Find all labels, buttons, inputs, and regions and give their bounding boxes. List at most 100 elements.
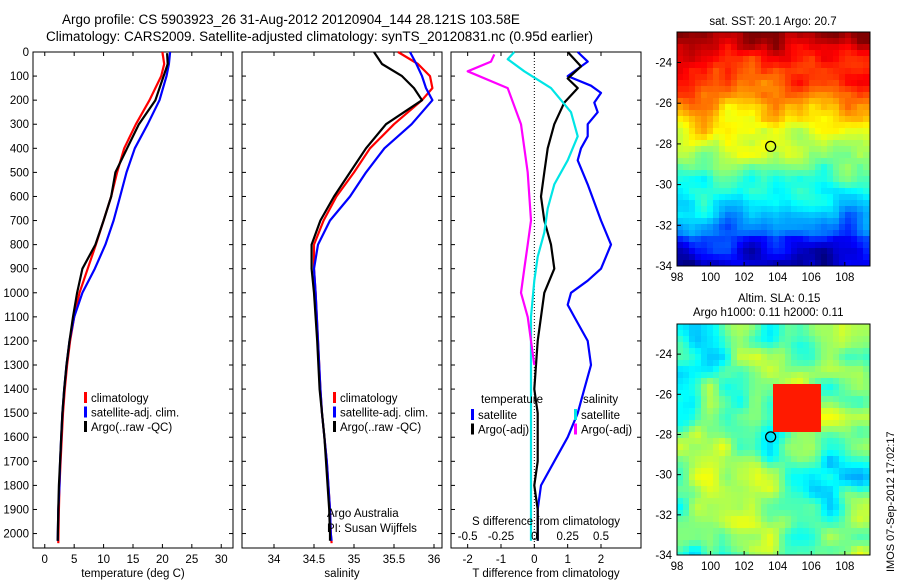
- heatmap-cell: [677, 330, 683, 336]
- heatmap-cell: [767, 480, 773, 486]
- heatmap-cell: [821, 426, 827, 432]
- heatmap-cell: [719, 456, 725, 462]
- heatmap-cell: [779, 80, 785, 86]
- heatmap-cell: [797, 116, 803, 122]
- heatmap-cell: [695, 62, 701, 68]
- heatmap-cell: [683, 80, 689, 86]
- heatmap-cell: [827, 360, 833, 366]
- heatmap-cell: [731, 254, 737, 260]
- heatmap-cell: [785, 188, 791, 194]
- heatmap-cell: [743, 510, 749, 516]
- heatmap-cell: [695, 408, 701, 414]
- heatmap-cell: [791, 86, 797, 92]
- heatmap-cell: [797, 324, 803, 330]
- heatmap-cell: [779, 420, 785, 426]
- heatmap-cell: [815, 86, 821, 92]
- heatmap-cell: [785, 456, 791, 462]
- legend-group-title: salinity: [583, 394, 618, 406]
- heatmap-cell: [857, 50, 863, 56]
- heatmap-cell: [749, 248, 755, 254]
- heatmap-cell: [713, 254, 719, 260]
- heatmap-cell: [851, 498, 857, 504]
- heatmap-cell: [731, 324, 737, 330]
- heatmap-cell: [809, 534, 815, 540]
- heatmap-cell: [791, 164, 797, 170]
- heatmap-cell: [785, 414, 791, 420]
- heatmap-cell: [839, 384, 845, 390]
- heatmap-cell: [791, 158, 797, 164]
- heatmap-cell: [755, 116, 761, 122]
- heatmap-cell: [803, 474, 809, 480]
- x-tick-label: 2: [598, 554, 604, 566]
- heatmap-cell: [713, 486, 719, 492]
- heatmap-cell: [755, 98, 761, 104]
- heatmap-cell: [701, 152, 707, 158]
- heatmap-cell: [749, 360, 755, 366]
- heatmap-cell: [851, 110, 857, 116]
- heatmap-cell: [863, 456, 869, 462]
- heatmap-cell: [713, 522, 719, 528]
- heatmap-cell: [689, 384, 695, 390]
- heatmap-cell: [749, 540, 755, 546]
- heatmap-cell: [779, 408, 785, 414]
- heatmap-cell: [803, 462, 809, 468]
- heatmap-cell: [851, 206, 857, 212]
- heatmap-cell: [839, 62, 845, 68]
- heatmap-cell: [809, 426, 815, 432]
- heatmap-cell: [707, 378, 713, 384]
- heatmap-cell: [725, 462, 731, 468]
- heatmap-cell: [695, 92, 701, 98]
- heatmap-cell: [839, 528, 845, 534]
- heatmap-cell: [779, 372, 785, 378]
- heatmap-cell: [773, 56, 779, 62]
- heatmap-cell: [845, 44, 851, 50]
- heatmap-cell: [743, 324, 749, 330]
- heatmap-cell: [791, 522, 797, 528]
- heatmap-cell: [767, 56, 773, 62]
- heatmap-cell: [737, 62, 743, 68]
- heatmap-cell: [815, 128, 821, 134]
- heatmap-cell: [749, 510, 755, 516]
- heatmap-cell: [767, 348, 773, 354]
- heatmap-cell: [737, 50, 743, 56]
- heatmap-cell: [845, 438, 851, 444]
- heatmap-cell: [755, 236, 761, 242]
- heatmap-cell: [797, 480, 803, 486]
- heatmap-cell: [803, 330, 809, 336]
- heatmap-cell: [761, 366, 767, 372]
- heatmap-cell: [743, 480, 749, 486]
- heatmap-cell: [683, 212, 689, 218]
- y-tick-label: 700: [10, 216, 29, 228]
- heatmap-cell: [863, 134, 869, 140]
- heatmap-cell: [737, 236, 743, 242]
- heatmap-cell: [689, 324, 695, 330]
- heatmap-cell: [791, 498, 797, 504]
- heatmap-cell: [863, 248, 869, 254]
- heatmap-cell: [719, 86, 725, 92]
- heatmap-cell: [725, 170, 731, 176]
- heatmap-cell: [815, 510, 821, 516]
- heatmap-cell: [755, 342, 761, 348]
- heatmap-cell: [857, 164, 863, 170]
- heatmap-cell: [827, 486, 833, 492]
- heatmap-cell: [713, 260, 719, 266]
- heatmap-cell: [725, 516, 731, 522]
- heatmap-cell: [833, 104, 839, 110]
- heatmap-cell: [815, 534, 821, 540]
- heatmap-cell: [695, 122, 701, 128]
- heatmap-cell: [701, 546, 707, 552]
- heatmap-cell: [677, 390, 683, 396]
- heatmap-cell: [689, 408, 695, 414]
- heatmap-cell: [857, 480, 863, 486]
- heatmap-cell: [725, 242, 731, 248]
- heatmap-cell: [725, 450, 731, 456]
- heatmap-cell: [761, 188, 767, 194]
- heatmap-cell: [773, 372, 779, 378]
- heatmap-cell: [677, 50, 683, 56]
- heatmap-cell: [779, 38, 785, 44]
- heatmap-cell: [773, 384, 779, 390]
- series-line-argo-raw-qc-: [310, 51, 424, 541]
- y-tick-label: 300: [10, 119, 29, 131]
- heatmap-cell: [719, 444, 725, 450]
- heatmap-cell: [683, 324, 689, 330]
